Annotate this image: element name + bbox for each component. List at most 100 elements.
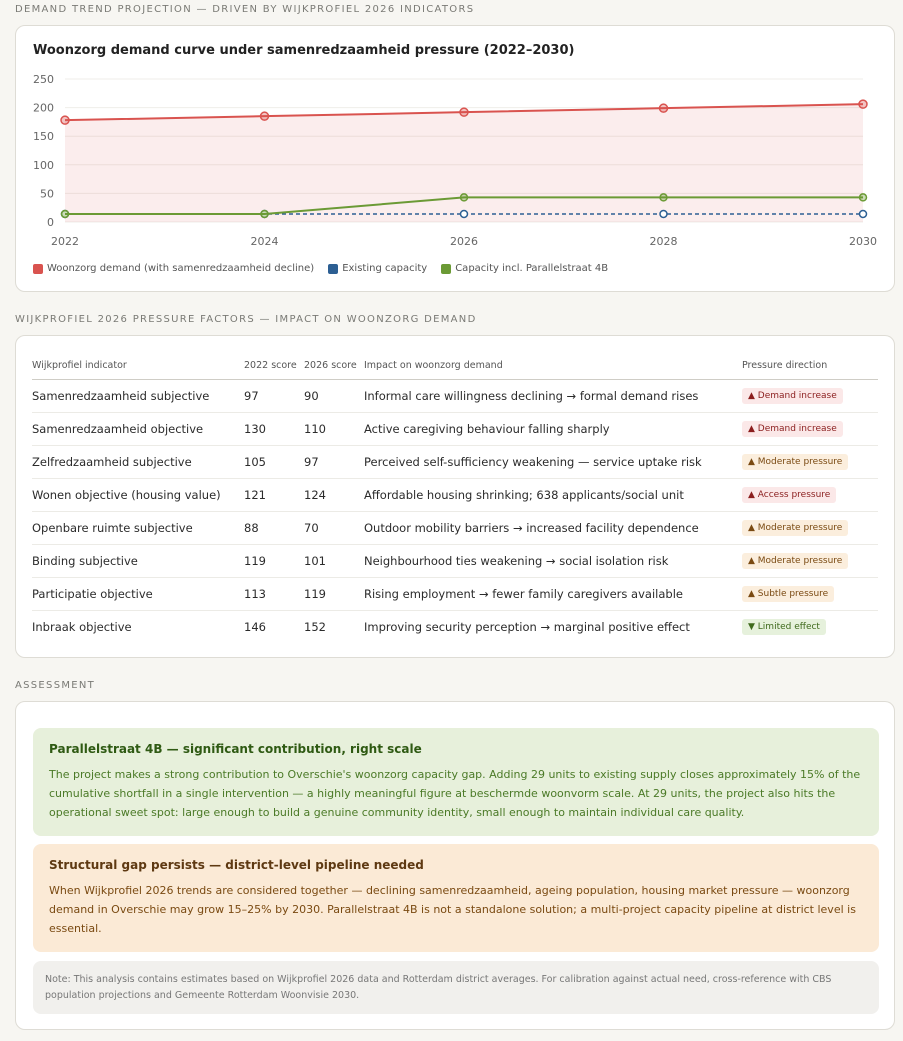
score-2026-cell: 97 <box>304 445 364 479</box>
impact-cell: Neighbourhood ties weakening → social is… <box>364 544 742 578</box>
assessment-section-label: ASSESSMENT <box>15 680 96 691</box>
table-header-row: Wijkprofiel indicator 2022 score 2026 sc… <box>32 352 878 380</box>
data-point <box>459 107 469 117</box>
score-2022-cell: 113 <box>244 577 304 611</box>
impact-cell: Perceived self-sufficiency weakening — s… <box>364 445 742 479</box>
y-tick-label: 100 <box>33 159 54 172</box>
contribution-title: Parallelstraat 4B — significant contribu… <box>49 742 422 756</box>
analysis-note: Note: This analysis contains estimates b… <box>33 961 879 1014</box>
impact-cell: Outdoor mobility barriers → increased fa… <box>364 511 742 545</box>
score-2022-cell: 121 <box>244 478 304 512</box>
table-section-label: WIJKPROFIEL 2026 PRESSURE FACTORS — IMPA… <box>15 314 477 325</box>
contribution-callout: Parallelstraat 4B — significant contribu… <box>33 728 879 836</box>
header-indicator: Wijkprofiel indicator <box>32 352 244 380</box>
pressure-badge: ▼ Limited effect <box>742 619 826 636</box>
indicator-cell: Samenredzaamheid subjective <box>32 379 244 413</box>
line-chart: 0 50 100 150 200 250 2022 2024 2026 2028 2030 <box>33 73 877 248</box>
impact-cell: Improving security perception → marginal… <box>364 619 690 634</box>
score-2026-cell: 70 <box>304 511 364 545</box>
pressure-factors-table: Wijkprofiel indicator 2022 score 2026 sc… <box>32 352 878 643</box>
table-row: Openbare ruimte subjective 88 70 Outdoor mo… <box>32 511 878 545</box>
pressure-badge: ▲ Moderate pressure <box>742 553 849 569</box>
pressure-direction-cell: ▲ Access pressure <box>742 478 878 512</box>
data-point <box>259 111 270 121</box>
x-tick-label: 2024 <box>251 235 279 248</box>
pressure-direction-cell: ▲ Moderate pressure <box>742 511 878 545</box>
score-2022-cell: 97 <box>244 379 304 413</box>
impact-cell: Affordable housing shrinking; 638 applic… <box>364 478 742 512</box>
chart-title: Woonzorg demand curve under samenredzaam… <box>33 43 575 58</box>
contribution-text: The project makes a strong contribution … <box>49 768 861 819</box>
data-point <box>658 103 669 113</box>
table-body: Samenredzaamheid subjective 97 90 Informal … <box>32 379 878 643</box>
pressure-badge: ▲ Demand increase <box>742 388 843 404</box>
legend-label-demand: Woonzorg demand (with samenredzaamheid d… <box>47 263 315 274</box>
data-point <box>858 193 868 202</box>
table-row: Inbraak objective 146 152 Improving securit… <box>32 610 878 643</box>
assessment-card: Parallelstraat 4B — significant contribu… <box>15 701 895 1030</box>
table-row: Participatie objective 113 119 Rising emplo… <box>32 577 878 611</box>
pressure-badge: ▲ Access pressure <box>742 487 837 503</box>
legend-label-existing-capacity: Existing capacity <box>342 263 428 274</box>
y-tick-label: 200 <box>33 102 54 115</box>
header-2026-score: 2026 score <box>304 352 364 380</box>
x-tick-label: 2030 <box>849 235 877 248</box>
data-point <box>60 209 70 219</box>
legend-swatch-existing-capacity <box>328 263 339 274</box>
indicator-cell: Participatie objective <box>32 577 244 611</box>
x-tick-label: 2028 <box>650 235 678 248</box>
x-tick-label: 2022 <box>51 235 79 248</box>
pressure-badge: ▲ Demand increase <box>742 421 843 437</box>
table-row: Wonen objective (housing value) 121 124 Aff… <box>32 478 878 512</box>
score-2026-cell: 152 <box>304 619 326 634</box>
series-line-2 <box>65 196 863 215</box>
structural-gap-callout: Structural gap persists — district-level… <box>33 844 879 952</box>
chart-legend: Woonzorg demand (with samenredzaamheid d… <box>33 263 622 274</box>
header-pressure-direction: Pressure direction <box>742 352 878 380</box>
indicator-cell: Zelfredzaamheid subjective <box>32 445 244 479</box>
score-2026-cell: 90 <box>304 379 364 413</box>
y-tick-label: 250 <box>33 73 54 86</box>
impact-cell: Active caregiving behaviour falling shar… <box>364 412 742 446</box>
score-2022-cell: 130 <box>244 412 304 446</box>
structural-gap-title: Structural gap persists — district-level… <box>49 858 424 872</box>
data-point <box>459 209 469 219</box>
pressure-badge: ▲ Subtle pressure <box>742 586 835 602</box>
impact-cell: Rising employment → fewer family caregiv… <box>364 577 742 611</box>
chart-card: 0 50 100 150 200 250 2022 2024 2026 2028 2030 Woon… <box>15 25 895 292</box>
pressure-direction-cell: ▲ Moderate pressure <box>742 445 878 479</box>
legend-item-demand[interactable]: Woonzorg demand (with samenredzaamheid d… <box>33 263 314 274</box>
data-point <box>858 99 868 109</box>
data-point <box>659 193 668 202</box>
legend-swatch-capacity-incl <box>441 263 452 274</box>
score-2026-cell: 110 <box>304 412 364 446</box>
indicator-cell: Openbare ruimte subjective <box>32 511 244 545</box>
pressure-direction-cell: ▲ Moderate pressure <box>742 544 878 578</box>
series-area-0 <box>65 104 863 222</box>
legend-item-existing-capacity[interactable]: Existing capacity <box>328 263 427 274</box>
indicator-cell: Wonen objective (housing value) <box>32 478 244 512</box>
pressure-badge: ▲ Moderate pressure <box>742 454 849 470</box>
pressure-direction-cell: ▲ Subtle pressure <box>742 577 878 611</box>
score-2022-cell: 88 <box>244 511 304 545</box>
pressure-direction-cell: ▲ Demand increase <box>742 379 878 413</box>
legend-item-capacity-incl[interactable]: Capacity incl. Parallelstraat 4B <box>441 263 608 274</box>
score-2022-cell: 105 <box>244 445 304 479</box>
data-point <box>260 209 269 219</box>
data-point <box>459 193 469 202</box>
table-row: Samenredzaamheid objective 130 110 Active c… <box>32 412 878 446</box>
data-point <box>659 209 668 219</box>
score-2026-cell: 124 <box>304 478 364 512</box>
y-tick-label: 0 <box>47 216 54 229</box>
indicator-cell: Samenredzaamheid objective <box>32 412 244 446</box>
legend-swatch-demand <box>33 263 43 274</box>
y-tick-label: 50 <box>40 187 54 200</box>
header-impact: Impact on woonzorg demand <box>364 352 742 380</box>
chart-section-label: DEMAND TREND PROJECTION — DRIVEN BY WIJK… <box>15 4 475 15</box>
table-row: Samenredzaamheid subjective 97 90 Informal … <box>32 379 878 413</box>
series-line-0 <box>64 103 864 122</box>
header-2022-score: 2022 score <box>244 352 304 380</box>
impact-cell: Informal care willingness declining → fo… <box>364 379 742 413</box>
indicator-cell: Binding subjective <box>32 544 244 578</box>
data-point <box>60 115 70 125</box>
